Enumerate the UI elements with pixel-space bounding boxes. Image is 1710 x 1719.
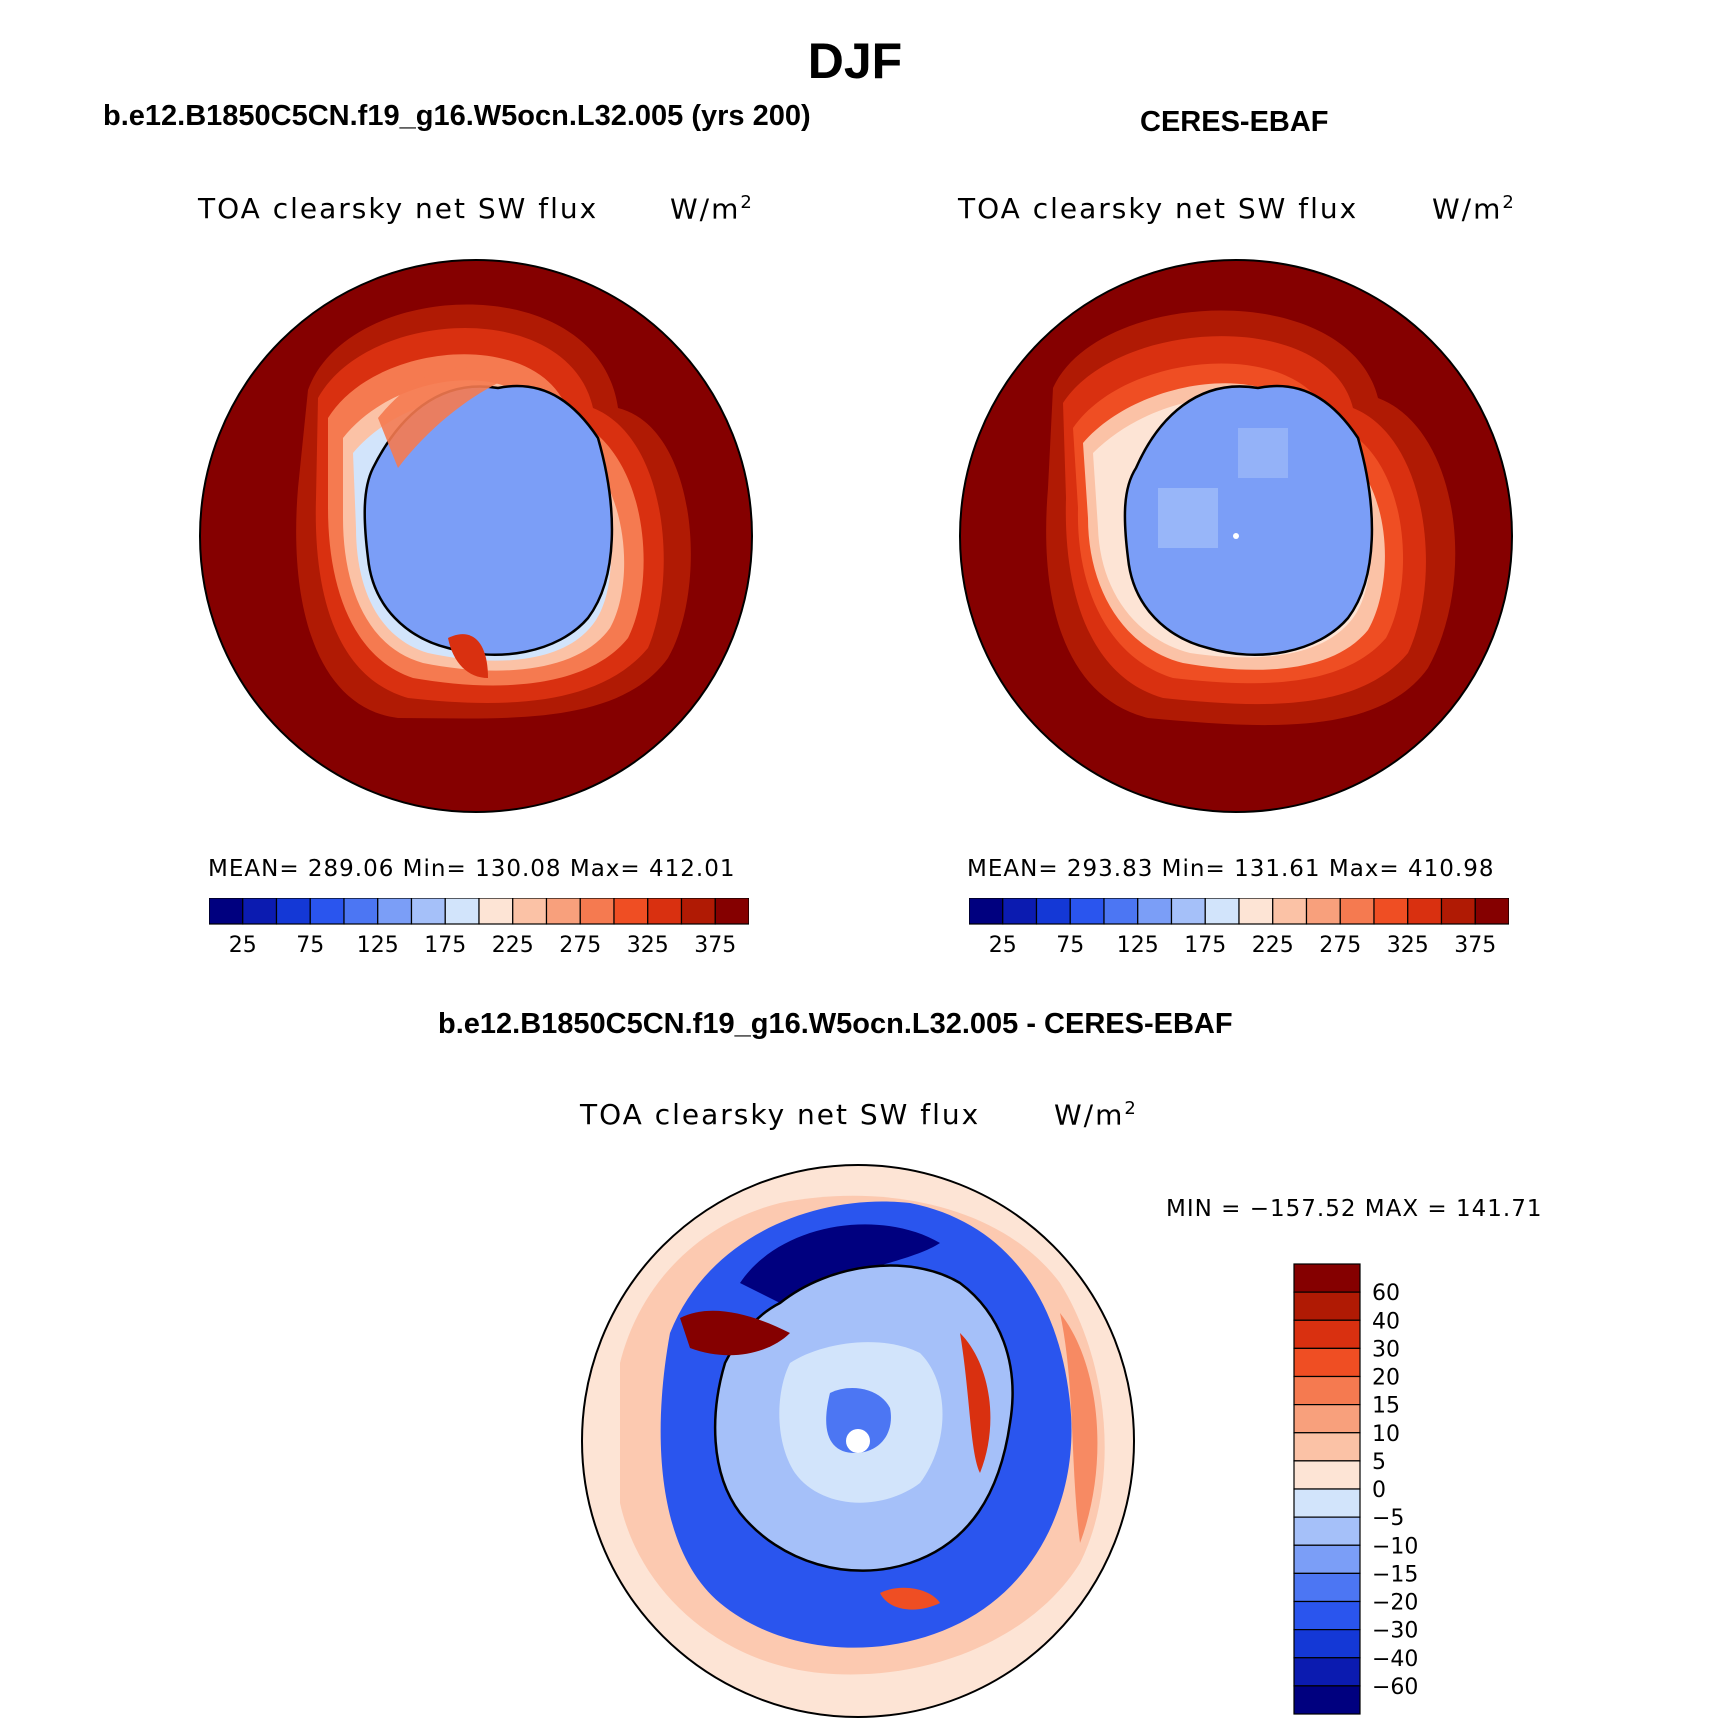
obs-colorbar-swatch [1103, 898, 1139, 925]
diff-colorbar-tick-label: 40 [1372, 1309, 1400, 1334]
model-units-label: W/m2 [670, 192, 754, 226]
obs-colorbar-swatch [1440, 898, 1476, 925]
obs-map [959, 259, 1513, 813]
diff-colorbar-tick-label: −30 [1372, 1619, 1418, 1644]
obs-colorbar-tick-label: 75 [1056, 933, 1084, 958]
model-colorbar-tick-label: 25 [229, 933, 257, 958]
model-colorbar-swatch [209, 898, 244, 925]
obs-colorbar-swatch [1170, 898, 1206, 925]
diff-colorbar-swatch [1293, 1319, 1361, 1349]
model-variable-label: TOA clearsky net SW flux [198, 192, 599, 225]
obs-colorbar-swatch [1474, 898, 1509, 925]
model-colorbar: 25 75 125 175 225 275 325 375 [209, 898, 749, 958]
diff-colorbar-tick-label: −5 [1372, 1506, 1404, 1531]
model-colorbar-swatch [579, 898, 615, 925]
obs-colorbar-tick-label: 325 [1387, 933, 1429, 958]
model-colorbar-tick-label: 125 [357, 933, 399, 958]
model-map [199, 259, 753, 813]
model-colorbar-swatch [343, 898, 379, 925]
model-case-title: b.e12.B1850C5CN.f19_g16.W5ocn.L32.005 (y… [103, 100, 811, 132]
diff-colorbar-swatch [1293, 1291, 1361, 1321]
obs-stats: MEAN= 293.83 Min= 131.61 Max= 410.98 [967, 856, 1495, 882]
obs-colorbar: 25 75 125 175 225 275 325 375 [969, 898, 1509, 958]
obs-colorbar-swatch [1002, 898, 1038, 925]
model-colorbar-swatch [613, 898, 649, 925]
diff-colorbar-swatch [1293, 1404, 1361, 1434]
diff-colorbar-swatch [1293, 1375, 1361, 1406]
obs-colorbar-swatch [1137, 898, 1173, 925]
diff-colorbar-swatch [1293, 1600, 1361, 1631]
model-colorbar-tick-label: 275 [559, 933, 601, 958]
main-title: DJF [807, 33, 903, 89]
model-colorbar-tick-label: 225 [492, 933, 534, 958]
diff-colorbar-swatch [1293, 1685, 1361, 1715]
obs-colorbar-swatch [1339, 898, 1375, 925]
diff-colorbar-swatch [1293, 1347, 1361, 1378]
diff-colorbar-tick-label: −60 [1372, 1675, 1418, 1700]
model-colorbar-swatch [680, 898, 716, 925]
model-colorbar-tick-label: 325 [627, 933, 669, 958]
diff-units-label: W/m2 [1054, 1098, 1138, 1132]
obs-colorbar-swatch [1272, 898, 1308, 925]
obs-colorbar-swatch [1238, 898, 1274, 925]
obs-colorbar-tick-label: 125 [1117, 933, 1159, 958]
model-colorbar-swatch [242, 898, 278, 925]
diff-colorbar-tick-label: 20 [1372, 1366, 1400, 1391]
obs-colorbar-swatch [1035, 898, 1071, 925]
diff-map [581, 1164, 1135, 1718]
obs-colorbar-swatch [1069, 898, 1105, 925]
obs-colorbar-swatch [1373, 898, 1409, 925]
diff-colorbar-swatch [1293, 1432, 1361, 1462]
diff-colorbar-tick-label: 0 [1372, 1478, 1386, 1503]
diff-colorbar-tick-label: 60 [1372, 1281, 1400, 1306]
model-colorbar-swatch [545, 898, 581, 925]
model-colorbar-tick-label: 175 [424, 933, 466, 958]
obs-colorbar-tick-label: 375 [1454, 933, 1496, 958]
diff-colorbar-swatch [1293, 1488, 1361, 1518]
obs-colorbar-tick-label: 175 [1184, 933, 1226, 958]
diff-colorbar-swatch [1293, 1544, 1361, 1574]
model-colorbar-swatch [714, 898, 749, 925]
diff-colorbar-tick-label: −40 [1372, 1647, 1418, 1672]
obs-colorbar-tick-label: 275 [1319, 933, 1361, 958]
model-colorbar-swatch [275, 898, 311, 925]
diff-colorbar-swatch [1293, 1460, 1361, 1490]
obs-colorbar-swatch [1305, 898, 1341, 925]
obs-variable-label: TOA clearsky net SW flux [958, 192, 1359, 225]
diff-minmax: MIN = −157.52 MAX = 141.71 [1166, 1196, 1543, 1222]
obs-units-label: W/m2 [1432, 192, 1516, 226]
diff-colorbar: 60 40 30 20 15 10 5 0 −5 −10 −15 −20 −30 −40 −60 [1293, 1263, 1418, 1715]
model-colorbar-swatch [309, 898, 345, 925]
diff-colorbar-tick-label: −10 [1372, 1534, 1418, 1559]
obs-case-title: CERES-EBAF [1140, 106, 1329, 138]
diff-colorbar-swatch [1293, 1657, 1361, 1687]
model-colorbar-tick-label: 75 [296, 933, 324, 958]
obs-colorbar-swatch [1407, 898, 1443, 925]
obs-colorbar-tick-label: 25 [989, 933, 1017, 958]
diff-colorbar-tick-label: −15 [1372, 1562, 1418, 1587]
model-colorbar-swatch [512, 898, 548, 925]
obs-colorbar-tick-label: 225 [1252, 933, 1294, 958]
diff-colorbar-swatch [1293, 1516, 1361, 1546]
diff-colorbar-tick-label: 5 [1372, 1450, 1386, 1475]
diff-case-title: b.e12.B1850C5CN.f19_g16.W5ocn.L32.005 - … [438, 1008, 1233, 1040]
obs-colorbar-swatch [1204, 898, 1240, 925]
model-colorbar-tick-label: 375 [694, 933, 736, 958]
model-colorbar-swatch [478, 898, 514, 925]
model-stats: MEAN= 289.06 Min= 130.08 Max= 412.01 [208, 856, 736, 882]
model-colorbar-swatch [444, 898, 480, 925]
model-colorbar-swatch [377, 898, 413, 925]
obs-colorbar-swatch [969, 898, 1004, 925]
diff-colorbar-tick-label: −20 [1372, 1591, 1418, 1616]
diff-variable-label: TOA clearsky net SW flux [580, 1098, 981, 1131]
diff-colorbar-tick-label: 30 [1372, 1337, 1400, 1362]
diff-colorbar-tick-label: 10 [1372, 1422, 1400, 1447]
model-colorbar-swatch [410, 898, 446, 925]
diff-colorbar-swatch [1293, 1263, 1361, 1293]
diff-colorbar-tick-label: 15 [1372, 1394, 1400, 1419]
model-colorbar-swatch [647, 898, 683, 925]
diff-colorbar-swatch [1293, 1629, 1361, 1659]
diff-colorbar-swatch [1293, 1572, 1361, 1603]
